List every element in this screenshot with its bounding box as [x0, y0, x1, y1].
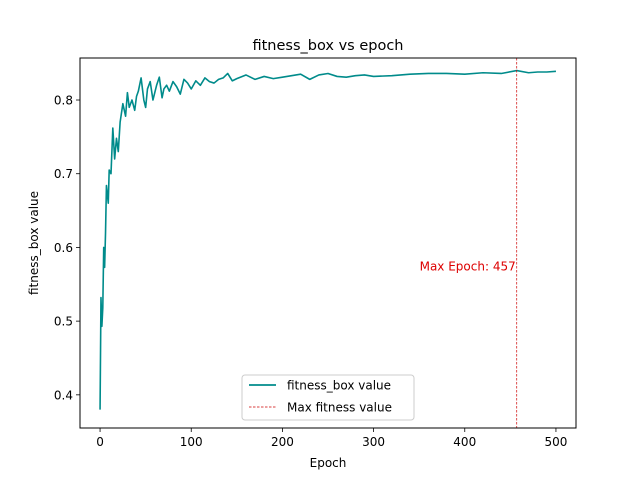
legend-label-max: Max fitness value	[287, 401, 392, 415]
series-line-0	[99, 69, 557, 410]
x-tick-label: 500	[544, 435, 567, 449]
chart-title: fitness_box vs epoch	[252, 38, 403, 54]
axes-frame	[79, 57, 577, 429]
x-tick-label: 200	[271, 435, 294, 449]
y-axis-label: fitness_box value	[27, 191, 41, 295]
x-tick-label: 0	[96, 435, 104, 449]
plot-area: 0 100 200 300 400 500 0.4 0.5 0.6 0.7 0.8 Max Epoch…	[54, 58, 567, 449]
y-tick-label: 0.7	[54, 167, 73, 181]
x-axis-label: Epoch	[310, 456, 347, 470]
annotation-label-0: Max Epoch: 457	[420, 259, 516, 273]
legend: fitness_box value Max fitness value	[241, 374, 415, 421]
y-tick-label: 0.8	[54, 94, 73, 108]
y-tick-label: 0.4	[54, 388, 73, 402]
legend-label-series: fitness_box value	[287, 379, 391, 393]
y-tick-label: 0.5	[54, 315, 73, 329]
legend-box	[241, 374, 415, 421]
x-tick-label: 100	[180, 435, 203, 449]
y-tick-label: 0.6	[54, 241, 73, 255]
x-tick-label: 400	[453, 435, 476, 449]
x-tick-label: 300	[362, 435, 385, 449]
